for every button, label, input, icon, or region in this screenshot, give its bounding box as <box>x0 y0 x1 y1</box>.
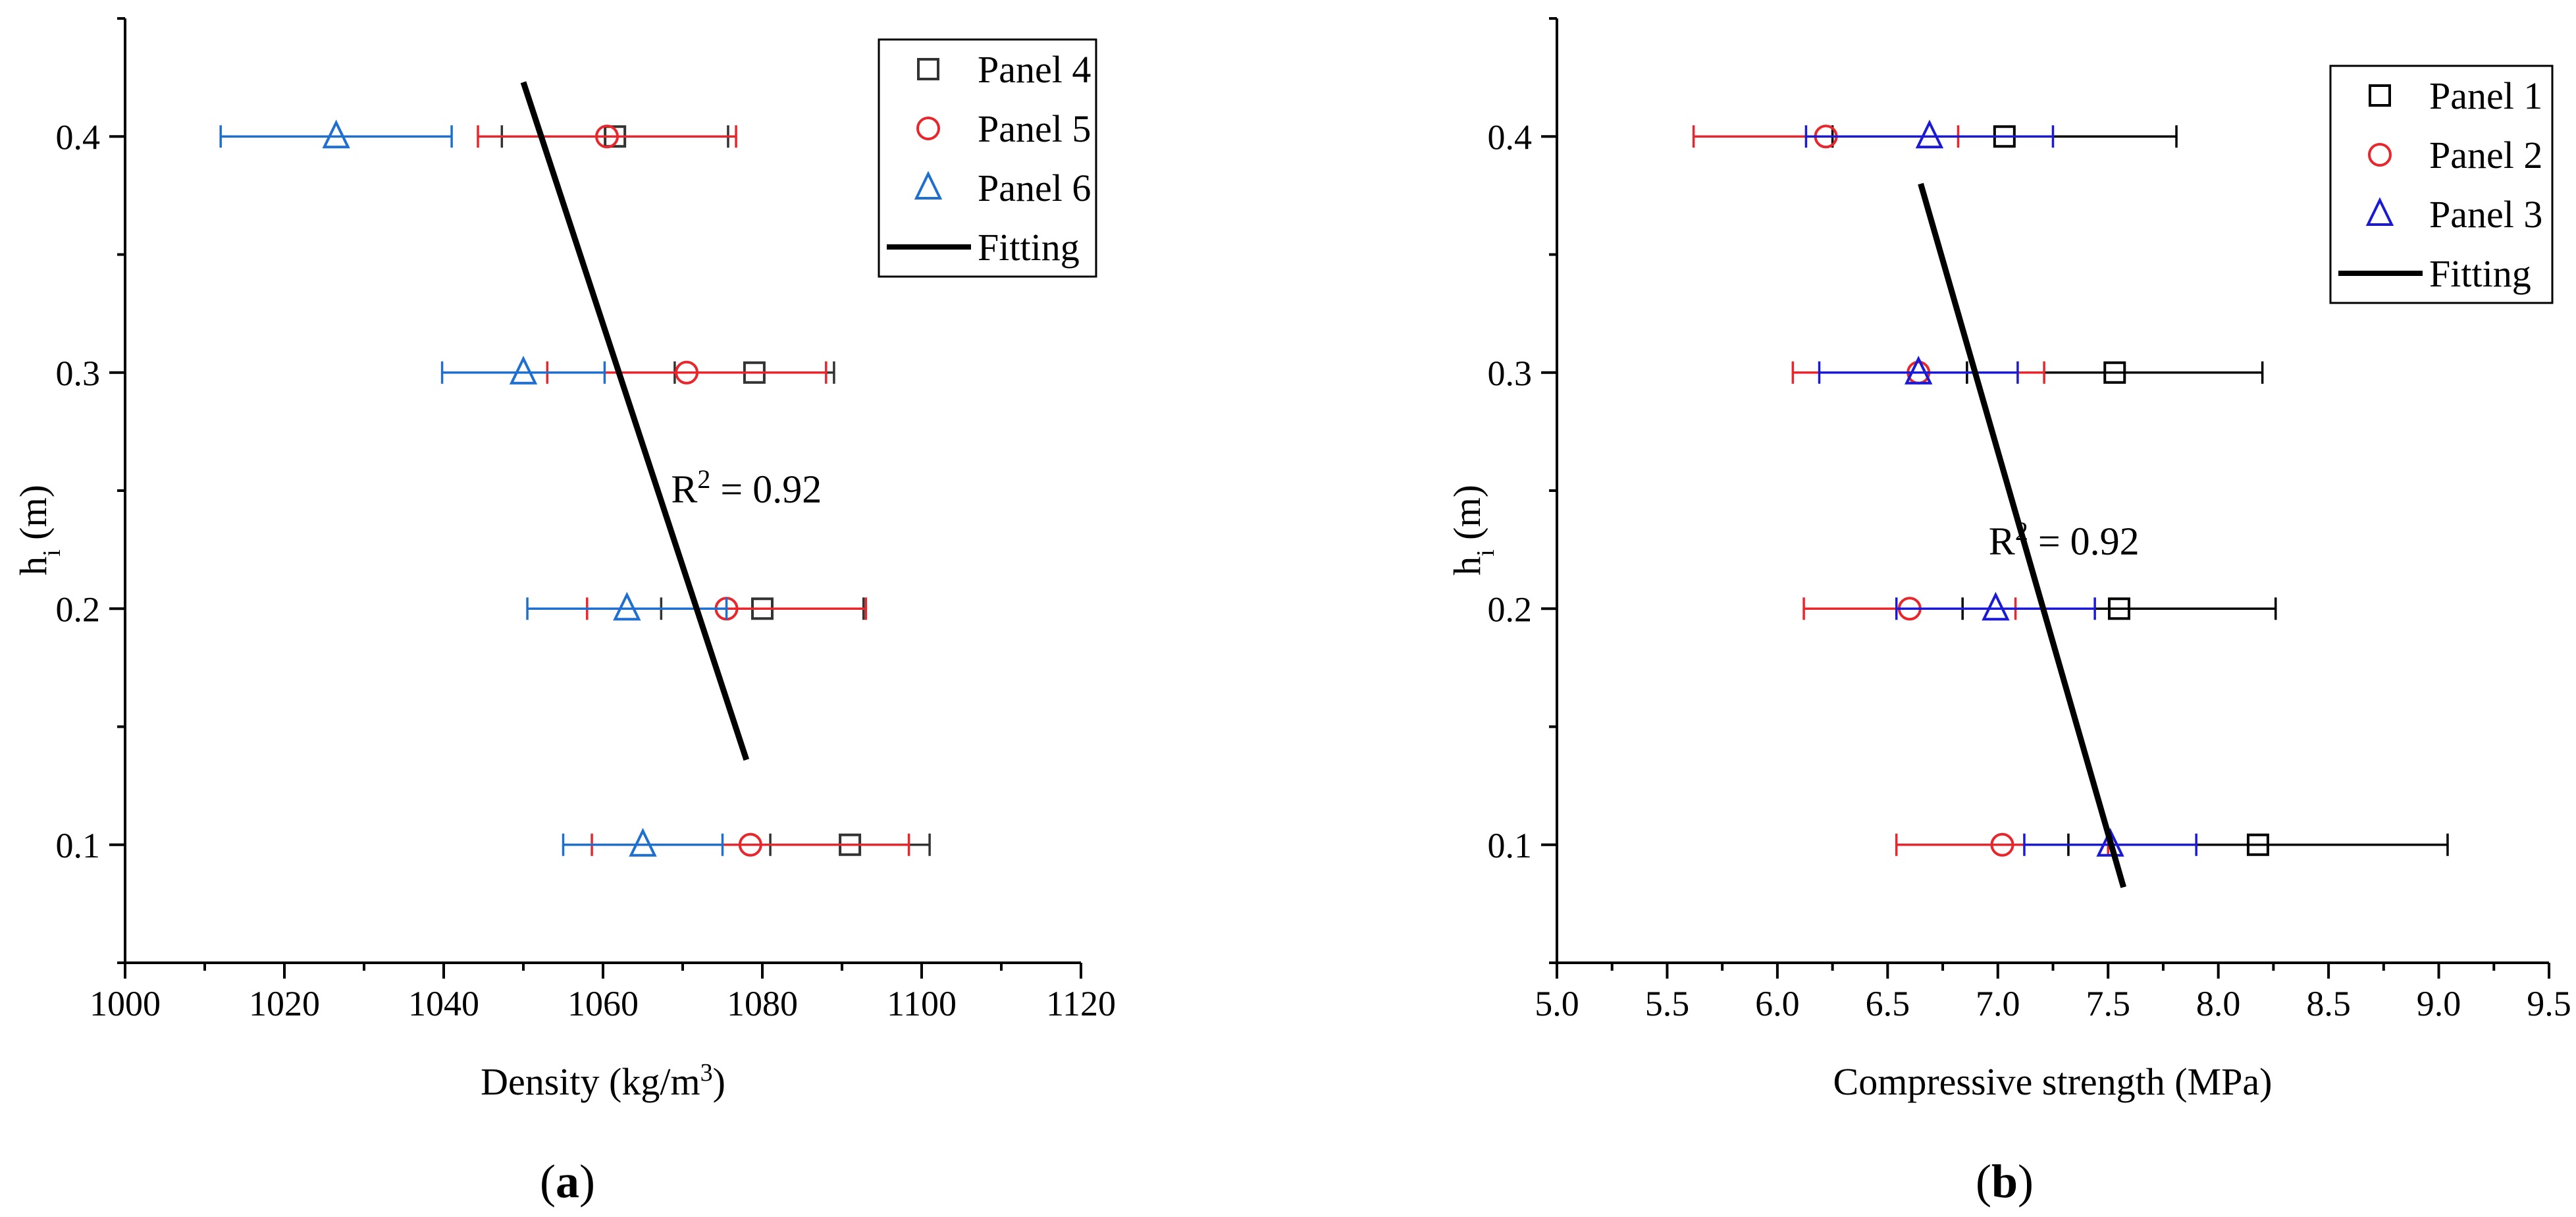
y-axis-title: hi (m) <box>1446 485 1500 576</box>
x-tick-label: 1020 <box>249 984 320 1023</box>
data-point-circle <box>738 832 762 857</box>
series-panel-6 <box>219 119 728 857</box>
fitting-line <box>520 81 750 761</box>
data-point-triangle <box>1915 119 1944 149</box>
x-tick-label: 1120 <box>1046 984 1116 1023</box>
x-axis-title-main: Density (kg/m <box>481 1060 700 1103</box>
x-tick-label: 9.5 <box>2527 984 2571 1023</box>
y-axis-title-rest: (m) <box>1446 485 1488 549</box>
legend-marker-triangle <box>914 171 943 200</box>
legend: Panel 4 Panel 5 Panel 6 Fitting <box>878 38 1097 278</box>
x-axis-title-sup: 3 <box>700 1059 713 1087</box>
x-tick-label: 7.0 <box>1976 984 2020 1023</box>
panel-label-a: (a) <box>540 1155 595 1208</box>
x-tick-label: 6.5 <box>1866 984 1910 1023</box>
legend-label: Panel 6 <box>978 167 1091 209</box>
y-axis-title-rest: (m) <box>12 485 55 549</box>
legend-marker-circle <box>916 117 940 140</box>
series-panel-3 <box>1804 119 2197 857</box>
data-point-triangle <box>1982 591 2010 621</box>
legend-marker-circle <box>2368 143 2392 167</box>
data-point-circle <box>675 360 699 385</box>
panel-label-b: (b) <box>1976 1155 2034 1208</box>
legend-label: Fitting <box>978 226 1080 269</box>
legend-marker-square <box>2369 84 2391 107</box>
legend: Panel 1 Panel 2 Panel 3 Fitting <box>2329 65 2554 304</box>
data-point-triangle <box>322 119 350 149</box>
x-tick-label: 8.5 <box>2306 984 2351 1023</box>
r-squared-annotation: R2 = 0.92 <box>671 464 822 511</box>
y-tick-label: 0.2 <box>1488 589 1533 629</box>
legend-label: Panel 2 <box>2429 134 2542 176</box>
legend-label: Panel 1 <box>2429 74 2542 117</box>
r-squared-rest: = 0.92 <box>2028 520 2140 563</box>
x-tick-label: 1060 <box>567 984 639 1023</box>
y-axis-title-main: h <box>12 556 55 576</box>
data-point-square <box>2103 361 2126 384</box>
y-tick-label: 0.1 <box>1488 826 1533 865</box>
r-squared-rest: = 0.92 <box>710 468 822 511</box>
chart-b-compressive-strength: 5.0 5.5 6.0 6.5 7.0 7.5 8.0 8.5 9.0 9.5 0.1 0.2 0.3 0… <box>1446 17 2571 1103</box>
x-tick-label: 5.5 <box>1645 984 1690 1023</box>
series-panel-2 <box>1692 124 2109 857</box>
y-axis-title: hi (m) <box>12 485 66 576</box>
data-point-square <box>2107 597 2130 620</box>
r-squared-sup: 2 <box>2015 516 2028 545</box>
x-tick-label: 6.0 <box>1755 984 1800 1023</box>
data-point-triangle <box>1905 356 1933 385</box>
legend-label: Panel 3 <box>2429 193 2542 236</box>
y-tick-label: 0.3 <box>56 354 101 393</box>
x-tick-label: 5.0 <box>1535 984 1579 1023</box>
data-point-circle <box>595 124 619 149</box>
y-axis-title-sub: i <box>1472 549 1500 556</box>
x-tick-label: 9.0 <box>2417 984 2461 1023</box>
x-tick-label: 1000 <box>90 984 161 1023</box>
x-axis-title: Compressive strength (MPa) <box>1833 1060 2273 1103</box>
data-point-square <box>2246 833 2269 856</box>
data-point-circle <box>1990 832 2014 857</box>
y-axis-title-sub: i <box>38 549 66 556</box>
x-axis-title-close: ) <box>713 1060 725 1103</box>
y-tick-label: 0.2 <box>56 589 101 629</box>
legend-box <box>2329 65 2554 304</box>
data-point-triangle <box>2096 828 2124 857</box>
data-point-triangle <box>629 828 657 857</box>
y-tick-label: 0.1 <box>56 826 101 865</box>
legend-label: Panel 5 <box>978 107 1091 150</box>
r-squared-main: R <box>671 468 697 511</box>
x-tick-label: 1040 <box>408 984 479 1023</box>
data-point-triangle <box>509 356 538 385</box>
r-squared-sup: 2 <box>697 464 710 493</box>
y-tick-label: 0.3 <box>1488 354 1533 393</box>
x-axis-title-main: Compressive strength (MPa) <box>1833 1060 2273 1103</box>
legend-marker-square <box>917 58 939 80</box>
y-tick-label: 0.4 <box>1488 117 1533 157</box>
x-tick-label: 7.5 <box>2086 984 2130 1023</box>
legend-label: Fitting <box>2429 252 2531 295</box>
fitting-line <box>1918 182 2126 888</box>
x-tick-label: 1100 <box>887 984 957 1023</box>
data-point-triangle <box>613 591 641 621</box>
legend-box <box>878 38 1097 278</box>
r-squared-main: R <box>1989 520 2015 563</box>
r-squared-annotation: R2 = 0.92 <box>1989 516 2140 563</box>
x-tick-label: 1080 <box>727 984 798 1023</box>
x-tick-label: 8.0 <box>2196 984 2241 1023</box>
legend-label: Panel 4 <box>978 48 1091 91</box>
legend-marker-triangle <box>2365 197 2394 226</box>
chart-a-density: 1000 1020 1040 1060 1080 1100 1120 0.1 0.2 0.3 0.4… <box>12 17 1116 1103</box>
x-axis-title: Density (kg/m3) <box>481 1059 725 1103</box>
y-axis-title-main: h <box>1446 556 1488 576</box>
y-tick-label: 0.4 <box>56 117 101 157</box>
